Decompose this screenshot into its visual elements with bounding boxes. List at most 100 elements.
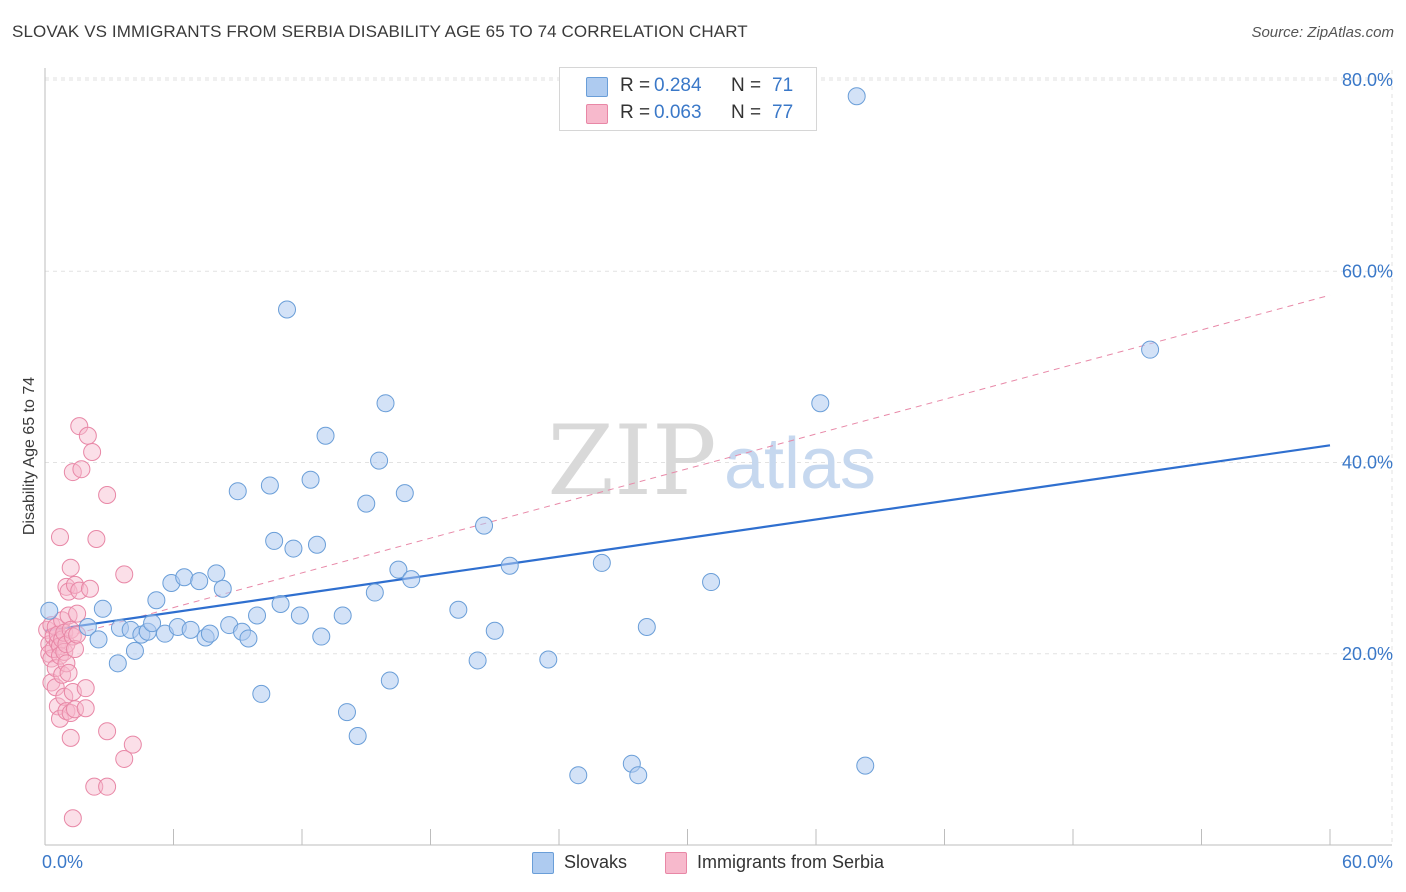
legend-label-serbia: Immigrants from Serbia (697, 852, 885, 872)
point-slovaks-50 (468, 651, 487, 670)
point-slovaks-62 (847, 87, 866, 106)
point-slovaks-26 (248, 606, 267, 625)
point-slovaks-3 (93, 599, 112, 618)
point-slovaks-39 (337, 703, 356, 722)
point-slovaks-58 (629, 766, 648, 785)
point-slovaks-21 (213, 579, 232, 598)
point-serbia-58 (123, 735, 142, 754)
point-serbia-51 (85, 777, 104, 796)
point-slovaks-56 (592, 553, 611, 572)
point-slovaks-44 (376, 394, 395, 413)
point-slovaks-47 (395, 484, 414, 503)
y-tick-label-3: 80.0% (1342, 70, 1393, 90)
point-serbia-54 (98, 777, 117, 796)
point-slovaks-30 (271, 595, 290, 614)
point-serbia-30 (61, 558, 80, 577)
axes (44, 68, 1392, 846)
point-slovaks-46 (389, 560, 408, 579)
point-slovaks-42 (365, 583, 384, 602)
legend-swatch-pink (586, 104, 608, 124)
point-serbia-19 (53, 665, 72, 684)
point-slovaks-54 (539, 650, 558, 669)
legend-r-value: 0.063 (654, 102, 702, 123)
point-slovaks-64 (1141, 340, 1160, 359)
point-slovaks-53 (500, 556, 519, 575)
point-serbia-55 (98, 722, 117, 741)
point-serbia-40 (68, 604, 87, 623)
point-slovaks-45 (380, 671, 399, 690)
legend-label-slovaks: Slovaks (564, 852, 628, 872)
point-slovaks-35 (307, 535, 326, 554)
point-serbia-45 (72, 460, 91, 479)
trend-line-serbia (44, 294, 1331, 643)
watermark: ZIP atlas (547, 405, 876, 517)
point-serbia-48 (78, 426, 97, 445)
point-serbia-52 (87, 530, 106, 548)
point-slovaks-31 (278, 300, 297, 319)
x-tick-label-max: 60.0% (1341, 852, 1393, 872)
legend-r-label: R = (620, 102, 651, 123)
point-slovaks-23 (228, 482, 247, 501)
point-serbia-50 (83, 442, 102, 461)
point-slovaks-33 (290, 606, 309, 625)
point-slovaks-63 (856, 756, 875, 775)
point-slovaks-32 (284, 539, 303, 558)
point-slovaks-7 (125, 641, 144, 660)
legend-swatch-pink (665, 852, 687, 875)
point-slovaks-17 (190, 572, 209, 591)
point-slovaks-29 (265, 531, 284, 550)
point-slovaks-28 (260, 476, 279, 495)
chart-title: SLOVAK VS IMMIGRANTS FROM SERBIA DISABIL… (12, 22, 748, 41)
point-slovaks-51 (475, 516, 494, 535)
legend-r-label: R = (620, 75, 651, 96)
point-serbia-47 (76, 699, 95, 718)
watermark-zip: ZIP (547, 405, 716, 517)
point-slovaks-16 (181, 620, 200, 639)
point-slovaks-11 (147, 591, 166, 610)
point-slovaks-52 (485, 621, 504, 640)
legend-row-slovaks: R = 0.284 N = 71 (560, 74, 816, 100)
point-slovaks-49 (449, 600, 468, 619)
point-slovaks-1 (78, 617, 97, 636)
point-serbia-22 (55, 687, 74, 706)
legend-item-slovaks: Slovaks (532, 852, 628, 875)
point-slovaks-5 (108, 654, 127, 673)
legend-swatch-blue (532, 852, 554, 875)
point-slovaks-10 (143, 614, 162, 633)
point-slovaks-41 (357, 494, 376, 513)
chart-source: Source: ZipAtlas.com (1251, 24, 1394, 41)
y-tick-label-1: 40.0% (1342, 453, 1393, 473)
point-slovaks-25 (239, 629, 258, 648)
legend-n-value: 77 (772, 102, 794, 123)
point-slovaks-40 (348, 726, 367, 745)
point-slovaks-20 (207, 564, 226, 583)
legend-n-value: 71 (772, 75, 794, 96)
point-slovaks-43 (370, 451, 389, 470)
point-slovaks-37 (316, 426, 335, 445)
point-slovaks-48 (402, 570, 421, 589)
legend-row-serbia: R = 0.063 N = 77 (560, 101, 816, 127)
point-slovaks-55 (569, 766, 588, 785)
data-points (38, 87, 1160, 828)
point-serbia-38 (65, 639, 84, 658)
legend-r-value: 0.284 (654, 75, 702, 96)
point-slovaks-61 (811, 394, 830, 413)
watermark-atlas: atlas (724, 424, 876, 504)
point-slovaks-2 (89, 630, 108, 649)
point-serbia-46 (76, 679, 95, 698)
point-serbia-59 (63, 809, 82, 828)
point-slovaks-38 (333, 606, 352, 625)
legend-n-label: N = (731, 75, 762, 96)
x-tick-label-min: 0.0% (42, 852, 84, 872)
point-serbia-53 (98, 486, 117, 505)
point-slovaks-15 (175, 568, 194, 587)
trend-line-slovaks (44, 444, 1331, 632)
correlation-legend: R = 0.284 N = 71 R = 0.063 N = 77 (559, 67, 817, 131)
point-slovaks-59 (637, 617, 656, 636)
point-serbia-56 (115, 565, 134, 584)
point-slovaks-27 (252, 684, 271, 703)
point-slovaks-60 (702, 573, 721, 592)
point-serbia-44 (50, 528, 69, 547)
point-slovaks-34 (301, 470, 320, 489)
